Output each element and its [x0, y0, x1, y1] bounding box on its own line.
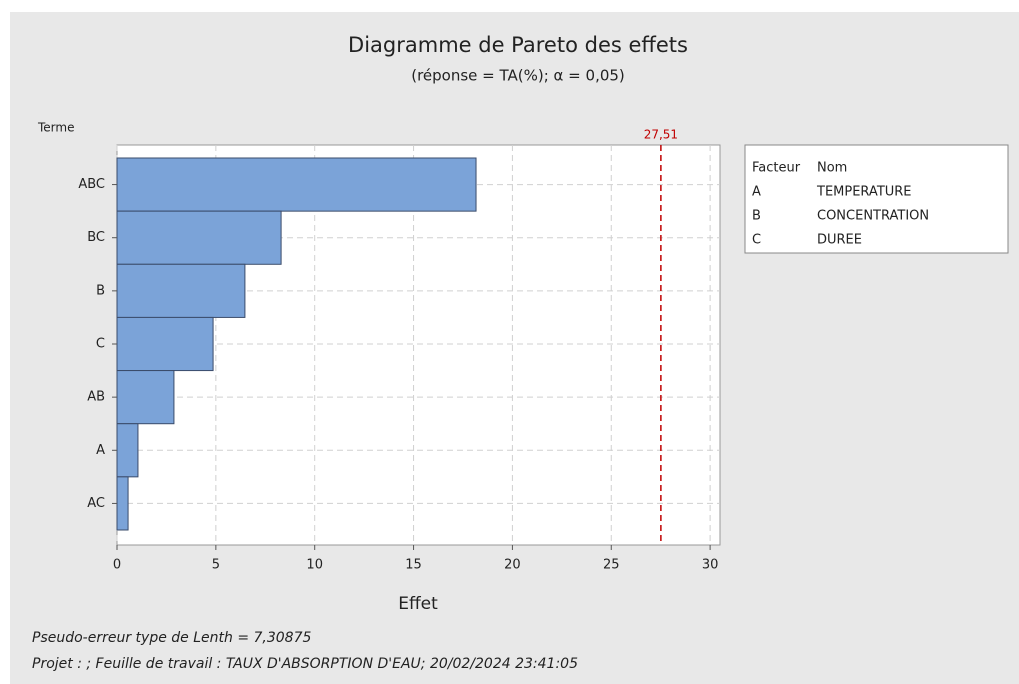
- x-axis-label: Effet: [398, 594, 438, 614]
- y-tick-label: B: [96, 283, 105, 298]
- legend-header: Facteur: [752, 161, 801, 176]
- bar: [116, 210, 282, 265]
- legend-cell: CONCENTRATION: [817, 209, 929, 224]
- chart-subtitle: (réponse = TA(%); α = 0,05): [411, 67, 625, 85]
- bar: [116, 370, 175, 425]
- bar: [116, 157, 477, 212]
- y-tick-label: AC: [87, 496, 105, 511]
- y-tick-label: BC: [87, 230, 105, 245]
- y-axis-label: Terme: [37, 121, 74, 135]
- chart-title: Diagramme de Pareto des effets: [348, 33, 688, 57]
- bar: [116, 423, 139, 478]
- footnote: Pseudo-erreur type de Lenth = 7,30875: [32, 630, 311, 646]
- y-tick-label: ABC: [78, 177, 105, 192]
- legend-cell: C: [752, 233, 761, 248]
- x-tick-label: 5: [212, 558, 220, 573]
- x-tick-label: 25: [603, 558, 620, 573]
- y-tick-label: AB: [87, 390, 105, 405]
- reference-label: 27,51: [644, 128, 678, 142]
- y-tick-label: C: [96, 337, 105, 352]
- legend-box: [744, 144, 1009, 254]
- bar: [116, 316, 214, 372]
- x-tick-label: 20: [504, 558, 521, 573]
- x-tick-label: 10: [306, 558, 323, 573]
- footnote: Projet : ; Feuille de travail : TAUX D'A…: [32, 656, 578, 672]
- y-tick-label: A: [96, 443, 105, 458]
- x-tick-label: 30: [702, 558, 719, 573]
- legend-header: Nom: [817, 161, 847, 176]
- legend-cell: DUREE: [817, 233, 862, 248]
- bar: [116, 263, 246, 318]
- x-tick-label: 15: [405, 558, 422, 573]
- legend-cell: B: [752, 209, 761, 224]
- x-tick-label: 0: [113, 558, 121, 573]
- legend-cell: A: [752, 185, 761, 200]
- legend-cell: TEMPERATURE: [816, 185, 912, 200]
- bar: [116, 476, 129, 531]
